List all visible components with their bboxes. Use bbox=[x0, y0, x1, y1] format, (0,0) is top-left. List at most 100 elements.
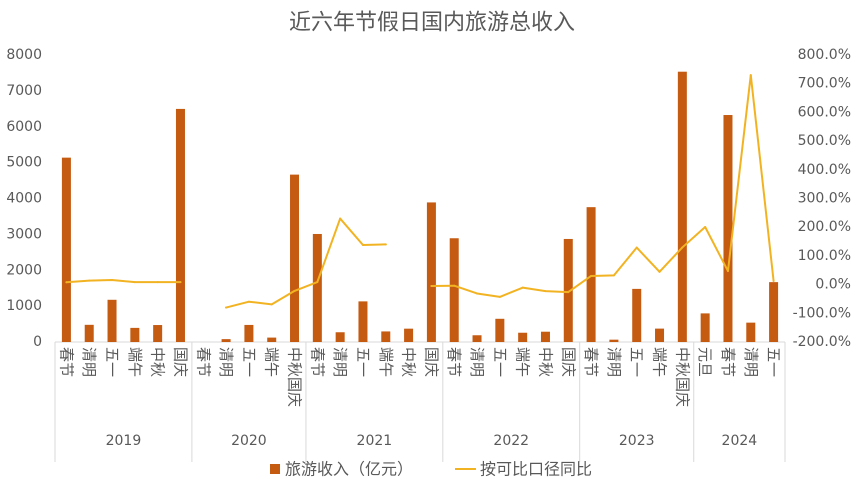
x-category-label: 五一 bbox=[240, 347, 258, 377]
bar bbox=[563, 238, 573, 342]
legend-label-line: 按可比口径同比 bbox=[480, 460, 592, 479]
line-segment bbox=[430, 74, 775, 298]
y-right-tick-label: 400.0% bbox=[798, 162, 851, 178]
line-series bbox=[65, 74, 775, 309]
line-point bbox=[247, 300, 250, 303]
line-segment bbox=[225, 217, 387, 309]
bar bbox=[495, 318, 505, 342]
x-category-label: 国庆 bbox=[422, 347, 440, 377]
y-left-tick-label: 3000 bbox=[6, 226, 42, 242]
x-year-label: 2024 bbox=[722, 433, 758, 449]
bar bbox=[153, 325, 163, 342]
y-left-tick-label: 1000 bbox=[6, 298, 42, 314]
y-right-tick-label: 300.0% bbox=[798, 191, 851, 207]
x-category-label: 中秋国庆 bbox=[286, 347, 304, 407]
x-category-label: 春节 bbox=[582, 347, 600, 377]
chart-title: 近六年节假日国内旅游总收入 bbox=[289, 11, 575, 36]
bar bbox=[175, 108, 185, 342]
legend-label-bar: 旅游收入（亿元） bbox=[285, 460, 413, 479]
x-category-label: 春节 bbox=[194, 347, 212, 377]
y-right-tick-label: 800.0% bbox=[798, 47, 851, 63]
bar bbox=[746, 322, 756, 342]
bar bbox=[609, 339, 619, 342]
line-point bbox=[65, 281, 68, 284]
line-point bbox=[316, 281, 319, 284]
y-right-tick-label: -200.0% bbox=[793, 334, 851, 350]
line-point bbox=[225, 306, 228, 309]
bar bbox=[540, 331, 550, 342]
bar bbox=[381, 331, 391, 342]
y-left-tick-label: 2000 bbox=[6, 262, 42, 278]
x-year-label: 2019 bbox=[106, 433, 142, 449]
line-point bbox=[544, 290, 547, 293]
bar bbox=[221, 339, 231, 342]
y-left-tick-label: 8000 bbox=[6, 47, 42, 63]
bar bbox=[632, 288, 642, 342]
x-category-label: 清明 bbox=[217, 347, 235, 377]
line-point bbox=[726, 270, 729, 273]
line-segment bbox=[65, 278, 182, 284]
x-category-label: 清明 bbox=[331, 347, 349, 377]
line-point bbox=[704, 225, 707, 228]
line-point bbox=[270, 303, 273, 306]
bar bbox=[312, 233, 322, 342]
bar bbox=[426, 202, 436, 342]
bar bbox=[655, 328, 665, 342]
bar bbox=[61, 157, 71, 342]
bar bbox=[404, 328, 414, 342]
y-right-tick-label: 200.0% bbox=[798, 219, 851, 235]
bar bbox=[107, 299, 117, 342]
line-point bbox=[658, 270, 661, 273]
x-category-label: 端午 bbox=[263, 347, 281, 377]
y-right-tick-label: 700.0% bbox=[798, 76, 851, 92]
bar bbox=[518, 332, 528, 342]
x-category-label: 春节 bbox=[719, 347, 737, 377]
x-year-label: 2020 bbox=[231, 433, 267, 449]
x-category-label: 春节 bbox=[445, 347, 463, 377]
y-right-tick-label: 0.0% bbox=[815, 277, 851, 293]
line-point bbox=[635, 246, 638, 249]
line-point bbox=[612, 274, 615, 277]
bar bbox=[267, 337, 277, 342]
y-left-tick-label: 7000 bbox=[6, 83, 42, 99]
line-point bbox=[339, 217, 342, 220]
y-left-tick-label: 5000 bbox=[6, 155, 42, 171]
x-category-label: 中秋 bbox=[149, 347, 167, 377]
line-point bbox=[88, 279, 91, 282]
x-category-label: 清明 bbox=[80, 347, 98, 377]
x-category-label: 国庆 bbox=[559, 347, 577, 377]
bar bbox=[130, 327, 140, 342]
line-point bbox=[111, 278, 114, 281]
line-point bbox=[476, 292, 479, 295]
x-category-label: 中秋 bbox=[400, 347, 418, 377]
x-category-label: 端午 bbox=[514, 347, 532, 377]
x-category-label: 国庆 bbox=[171, 347, 189, 377]
x-category-label: 清明 bbox=[468, 347, 486, 377]
line-point bbox=[293, 289, 296, 292]
x-axis: 春节 清明 五一 端午 中秋 国庆 春节 清明 五一 端午 中秋国庆 春节 清明 五一 端午 中秋 国庆 春节 清明… bbox=[54, 341, 786, 462]
line-point bbox=[156, 281, 159, 284]
line-point bbox=[361, 243, 364, 246]
x-category-label: 五一 bbox=[354, 347, 372, 377]
line-point bbox=[772, 279, 775, 282]
line-point bbox=[453, 284, 456, 287]
legend: 旅游收入（亿元） 按可比口径同比 bbox=[270, 460, 592, 479]
x-category-label: 中秋 bbox=[536, 347, 554, 377]
x-year-label: 2023 bbox=[619, 433, 655, 449]
bar bbox=[586, 207, 596, 342]
x-category-label: 清明 bbox=[742, 347, 760, 377]
x-category-label: 五一 bbox=[103, 347, 121, 377]
line-point bbox=[133, 281, 136, 284]
x-category-label: 端午 bbox=[377, 347, 395, 377]
x-year-label: 2022 bbox=[493, 433, 529, 449]
x-category-label: 五一 bbox=[628, 347, 646, 377]
x-category-label: 元旦 bbox=[696, 347, 714, 377]
line-point bbox=[384, 243, 387, 246]
y-right-tick-label: -100.0% bbox=[793, 305, 851, 321]
x-category-label: 春节 bbox=[308, 347, 326, 377]
x-category-label: 端午 bbox=[651, 347, 669, 377]
line-point bbox=[681, 246, 684, 249]
x-category-label: 五一 bbox=[765, 347, 783, 377]
x-category-label: 春节 bbox=[57, 347, 75, 377]
